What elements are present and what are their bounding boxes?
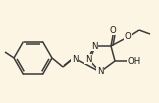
Text: N: N [91,42,97,50]
Text: O: O [125,32,131,40]
Text: OH: OH [127,57,141,66]
Text: O: O [110,26,116,35]
Text: N: N [97,67,103,77]
Text: N: N [72,54,78,64]
Text: N: N [85,54,91,64]
